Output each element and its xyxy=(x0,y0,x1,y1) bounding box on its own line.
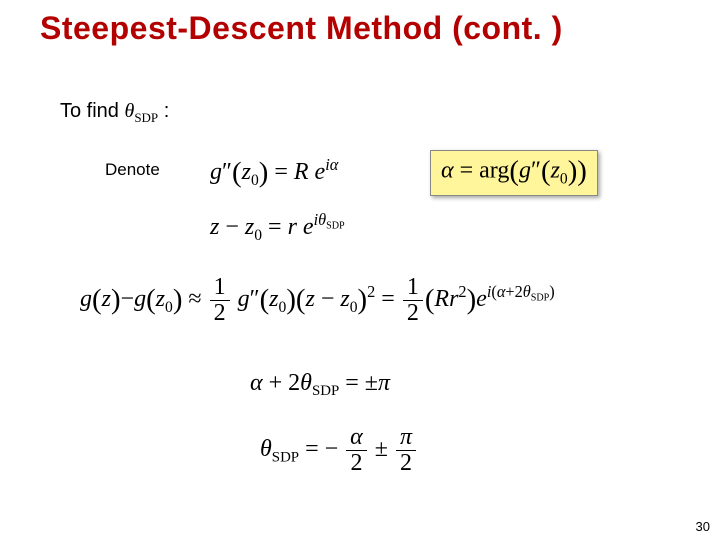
theta-symbol: θ xyxy=(124,100,134,122)
equals-sign: = xyxy=(274,159,294,185)
intro-line: To find θSDP : xyxy=(60,100,169,126)
denote-label: Denote xyxy=(105,160,160,180)
eq1-rhs: R eiα xyxy=(294,159,338,185)
equation-phase-condition: α + 2θSDP = ±π xyxy=(250,370,390,400)
slide: Steepest-Descent Method (cont. ) To find… xyxy=(0,0,720,540)
equals-sign: = xyxy=(460,158,480,184)
equation-g-double-prime: g″(z0) = R eiα xyxy=(210,155,338,190)
half-fraction-1: 1 2 xyxy=(210,275,230,326)
equation-alpha-boxed: α = arg(g″(z0)) xyxy=(430,150,598,196)
alpha-over-2: α 2 xyxy=(346,425,367,476)
eq2-lhs: α xyxy=(441,158,454,184)
intro-prefix: To find xyxy=(60,100,124,122)
equation-z-minus-z0: z − z0 = r eiθSDP xyxy=(210,210,345,245)
eq2-func: arg xyxy=(479,158,509,184)
page-number: 30 xyxy=(696,519,710,534)
theta-subscript: SDP xyxy=(134,100,158,122)
intro-suffix: : xyxy=(158,100,169,122)
slide-title: Steepest-Descent Method (cont. ) xyxy=(40,10,563,47)
equation-taylor-approx: g(z)−g(z0) ≈ 1 2 g″(z0)(z − z0)2 = 1 2 (… xyxy=(80,275,555,326)
eq1-lhs: g″(z0) xyxy=(210,159,274,185)
pi-over-2: π 2 xyxy=(396,425,416,476)
equation-theta-sdp-result: θSDP = − α 2 ± π 2 xyxy=(260,425,418,476)
half-fraction-2: 1 2 xyxy=(403,275,423,326)
